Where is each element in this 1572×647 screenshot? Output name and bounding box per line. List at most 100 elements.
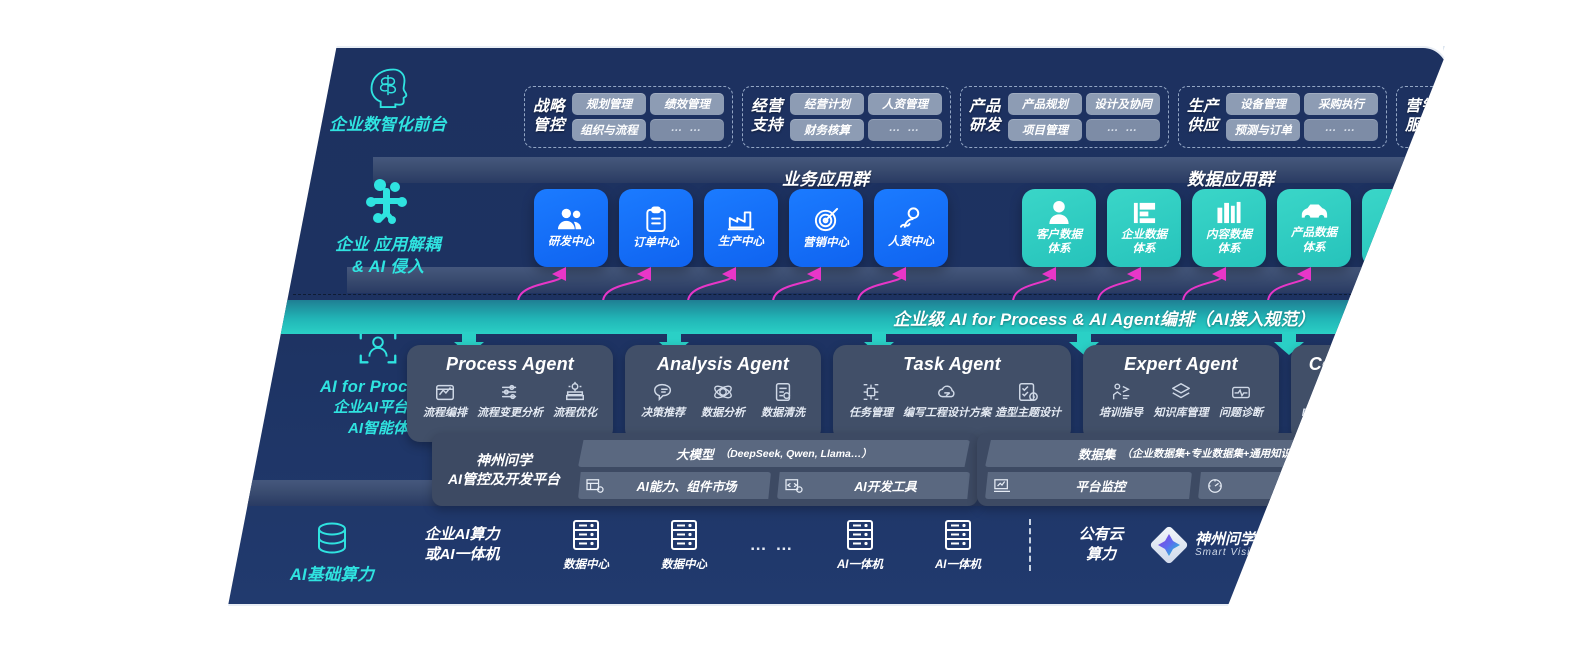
domain-tile[interactable]: 市场营销 <box>1444 93 1447 115</box>
app-card-hr[interactable]: 人资中心 <box>874 189 948 267</box>
agent-capability[interactable]: 流程变更分析 <box>477 381 543 420</box>
infra-unit-appliance-2[interactable]: AI一体机 <box>909 518 1007 572</box>
domain-group-strategy[interactable]: 战略 管控 规划管理 绩效管理 组织与流程 … … <box>524 86 734 148</box>
target-icon <box>814 207 838 232</box>
agent-capability-label: 流程编排 <box>423 407 467 419</box>
domain-tile[interactable]: 项目管理 <box>1008 119 1083 141</box>
data-card-customer[interactable]: 客户数据 体系 <box>1022 189 1096 267</box>
agent-capability[interactable]: 任务管理 <box>843 381 899 420</box>
brain-head-icon <box>370 68 408 108</box>
domain-tile[interactable]: 预测与订单 <box>1226 119 1301 141</box>
agent-capability-label: 数据清洗 <box>761 407 805 419</box>
agent-capability[interactable]: 决策推荐 <box>635 381 691 420</box>
agent-title: Expert Agent <box>1124 354 1238 374</box>
agent-capability[interactable]: 培训指导 <box>1093 381 1149 420</box>
domain-tile[interactable]: 产品规划 <box>1008 93 1083 115</box>
agent-capability[interactable]: 问题诊断 <box>1213 381 1269 420</box>
app-card-label: 研发中心 <box>548 236 594 249</box>
app-card-order[interactable]: 订单中心 <box>619 189 693 267</box>
infra-unit-label: AI一体机 <box>837 559 883 571</box>
smart-vision-mark-icon <box>1150 526 1188 564</box>
agent-capability[interactable]: 流程优化 <box>547 381 603 420</box>
domain-tile-more[interactable]: … … <box>1086 119 1161 141</box>
domain-group-production[interactable]: 生产 供应 设备管理 采购执行 预测与订单 … … <box>1178 86 1388 148</box>
data-card-enterprise[interactable]: 企业数据 体系 <box>1107 189 1181 267</box>
code-tool-icon <box>785 478 803 493</box>
domain-tile-more[interactable]: … … <box>650 119 725 141</box>
domain-tile-more[interactable]: … … <box>1304 119 1379 141</box>
app-card-production[interactable]: 生产中心 <box>704 189 778 267</box>
atom-analysis-icon <box>714 385 732 399</box>
agent-capability[interactable]: 数据权限 & 安全 <box>1361 381 1417 433</box>
agent-card-task[interactable]: Task Agent 任务管理 编写工程设计 <box>833 345 1071 442</box>
diagnose-icon <box>1232 386 1250 399</box>
person-chart-icon <box>899 207 919 229</box>
agent-capability-label: 任务管理 <box>849 407 893 419</box>
infra-unit-datacenter-2[interactable]: 数据中心 <box>635 518 733 572</box>
domain-tile[interactable]: 财务核算 <box>790 119 865 141</box>
infra-unit-label: 数据中心 <box>661 559 707 571</box>
shenzhou-wenxue-logo[interactable]: 神州问学 Smart Vision <box>1149 525 1299 565</box>
data-card-marketing[interactable]: 营销数据 体系 <box>1362 189 1436 267</box>
document-clean-icon <box>775 383 791 401</box>
domain-tile[interactable]: 经营计划 <box>790 93 865 115</box>
agent-capability[interactable]: 造型主题设计 <box>995 381 1061 420</box>
domain-tile[interactable]: 采购执行 <box>1304 93 1379 115</box>
app-card-rnd[interactable]: 研发中心 <box>534 189 608 267</box>
domain-tile[interactable]: 人资管理 <box>868 93 943 115</box>
agent-capability[interactable]: PI数据识别 <box>1301 381 1357 433</box>
agent-capability-label: 合规预警 <box>1427 407 1449 419</box>
data-card-label: 营销数据 体系 <box>1376 229 1422 256</box>
infra-unit-appliance-1[interactable]: AI一体机 <box>811 518 909 572</box>
agent-capability-label: 编写工程设计方案 <box>903 407 991 419</box>
agent-capability-label: 造型主题设计 <box>995 407 1061 419</box>
platform-bar-dev-tools[interactable]: AI开发工具 <box>777 472 970 499</box>
checklist-clock-icon <box>1019 383 1038 401</box>
layers-gear-icon <box>566 381 584 401</box>
platform-bar-llm[interactable]: 大模型 （DeepSeek, Qwen, Llama…） <box>578 440 970 467</box>
agent-capability[interactable]: 合规预警 <box>1421 381 1449 433</box>
domain-tile[interactable]: 设备管理 <box>1226 93 1301 115</box>
data-app-cards: 客户数据 体系 企业数据 体系 内容数据 体系 <box>1022 189 1436 267</box>
platform-bar-dataset[interactable]: 数据集 （企业数据集+专业数据集+通用知识…） <box>985 440 1405 467</box>
agent-capability[interactable]: 编写工程设计方案 <box>903 381 991 420</box>
agent-capability-label: PI数据识别 <box>1301 407 1357 419</box>
rail-app-decoupling-label-2: & AI 侵入 <box>351 258 425 277</box>
platform-bar-ai-market[interactable]: AI能力、组件市场 <box>578 472 771 499</box>
infra-unit-datacenter-1[interactable]: 数据中心 <box>537 518 635 572</box>
rail-app-decoupling: 企业 应用解耦 & AI 侵入 <box>263 176 513 279</box>
domain-tile-more[interactable]: … … <box>868 119 943 141</box>
data-card-content[interactable]: 内容数据 体系 <box>1192 189 1266 267</box>
agent-capability[interactable]: 数据清洗 <box>755 381 811 420</box>
platform-bar-monitoring[interactable]: 平台监控 <box>985 472 1192 499</box>
business-app-cards: 研发中心 订单中心 生产中心 <box>534 189 948 267</box>
domain-tile[interactable]: 整车物流 <box>1444 119 1447 141</box>
agent-card-expert[interactable]: Expert Agent 培训指导 知识库管 <box>1083 345 1279 442</box>
building-icon <box>1133 202 1155 224</box>
data-card-product[interactable]: 产品数据 体系 <box>1277 189 1351 267</box>
agent-capability[interactable]: 数据分析 <box>695 381 751 420</box>
domain-group-rnd[interactable]: 产品 研发 产品规划 设计及协同 项目管理 … … <box>960 86 1170 148</box>
aliyun-logo[interactable]: 阿里云 <box>1299 527 1447 563</box>
platform-data-services: 数据集 （企业数据集+专业数据集+通用知识…） 平台监控 <box>977 433 1413 506</box>
archive-alert-icon <box>1440 385 1447 400</box>
domain-tile[interactable]: 绩效管理 <box>650 93 725 115</box>
training-icon <box>1112 383 1130 400</box>
id-card-icon <box>1320 382 1338 401</box>
agent-card-process[interactable]: Process Agent 流程编排 流程变 <box>407 345 613 442</box>
domain-tile[interactable]: 组织与流程 <box>572 119 647 141</box>
agent-capability[interactable]: 流程编排 <box>417 381 473 420</box>
agent-capability[interactable]: 知识库管理 <box>1153 381 1209 420</box>
decision-bubble-icon <box>654 383 672 402</box>
agent-card-analysis[interactable]: Analysis Agent 决策推荐 <box>625 345 821 442</box>
domain-group-operations[interactable]: 经营 支持 经营计划 人资管理 财务核算 … … <box>742 86 952 148</box>
app-card-label: 生产中心 <box>718 236 764 249</box>
domain-tile[interactable]: 设计及协同 <box>1086 93 1161 115</box>
ai-orchestration-ribbon[interactable]: 企业级 AI for Process & AI Agent编排（AI接入规范） <box>227 300 1447 334</box>
agent-card-compliance[interactable]: Compliance Agent PI数据识别 <box>1291 345 1449 442</box>
platform-bar-billing[interactable]: 计费/计量 <box>1198 472 1405 499</box>
domain-tile[interactable]: 规划管理 <box>572 93 647 115</box>
bar-blocks-icon <box>1217 201 1241 224</box>
app-card-marketing[interactable]: 营销中心 <box>789 189 863 267</box>
